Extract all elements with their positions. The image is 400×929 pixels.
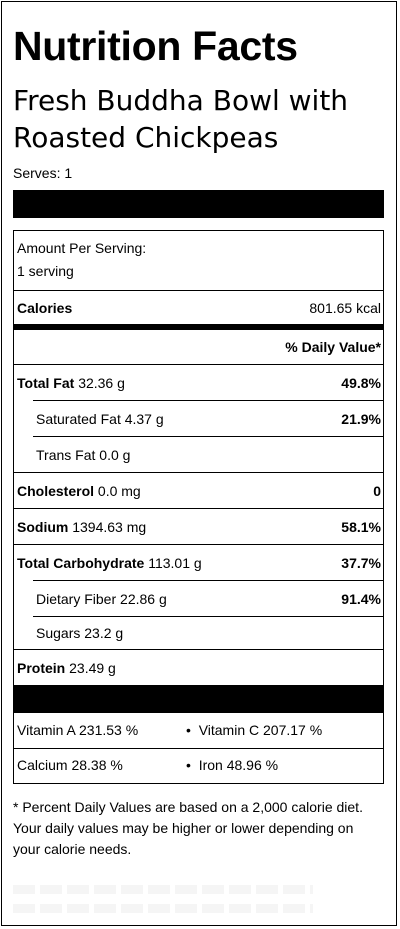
nutrient-row-total-fat: Total Fat 32.36 g 49.8% bbox=[17, 374, 381, 391]
nutrient-row-saturated-fat: Saturated Fat 4.37 g 21.9% bbox=[36, 410, 381, 427]
calories-value: 801.65 kcal bbox=[309, 299, 381, 316]
thick-divider bbox=[14, 324, 383, 330]
bullet-icon: • bbox=[186, 722, 191, 738]
nutrition-facts-table: Amount Per Serving: 1 serving Calories 8… bbox=[13, 230, 384, 784]
nutrient-row-total-carbohydrate: Total Carbohydrate 113.01 g 37.7% bbox=[17, 554, 381, 571]
nutrient-row-sugars: Sugars 23.2 g bbox=[36, 625, 124, 641]
footnote: * Percent Daily Values are based on a 2,… bbox=[13, 799, 363, 857]
divider bbox=[33, 580, 383, 581]
calcium: Calcium 28.38 % bbox=[17, 757, 123, 773]
divider bbox=[33, 400, 383, 401]
divider bbox=[14, 508, 383, 509]
divider bbox=[14, 290, 383, 291]
vitamins-thick-bar bbox=[14, 685, 383, 713]
calories-label: Calories bbox=[17, 299, 73, 316]
divider bbox=[33, 616, 383, 617]
faded-watermark-text bbox=[13, 904, 313, 913]
serving-size: 1 serving bbox=[17, 263, 74, 279]
divider bbox=[14, 364, 383, 365]
serves-count: Serves: 1 bbox=[13, 165, 73, 181]
label-title: Nutrition Facts bbox=[13, 23, 298, 69]
amount-per-serving-label: Amount Per Serving: bbox=[17, 240, 147, 256]
calories-row: Calories 801.65 kcal bbox=[14, 291, 383, 324]
daily-value-header: % Daily Value* bbox=[285, 339, 381, 355]
vitamin-c: • Vitamin C 207.17 % bbox=[186, 722, 323, 738]
divider bbox=[14, 472, 383, 473]
nutrient-row-sodium: Sodium 1394.63 mg 58.1% bbox=[17, 518, 381, 535]
divider bbox=[33, 436, 383, 437]
divider bbox=[14, 544, 383, 545]
recipe-name: Fresh Buddha Bowl with Roasted Chickpeas bbox=[13, 84, 349, 154]
faded-watermark-text bbox=[13, 885, 313, 894]
divider bbox=[14, 649, 383, 650]
top-thick-bar bbox=[13, 190, 384, 218]
bullet-icon: • bbox=[186, 757, 191, 773]
nutrient-row-cholesterol: Cholesterol 0.0 mg 0 bbox=[17, 482, 381, 499]
nutrient-row-dietary-fiber: Dietary Fiber 22.86 g 91.4% bbox=[36, 590, 381, 607]
vitamin-a: Vitamin A 231.53 % bbox=[17, 722, 139, 738]
iron: • Iron 48.96 % bbox=[186, 757, 279, 773]
nutrient-row-protein: Protein 23.49 g bbox=[17, 659, 116, 676]
nutrient-row-trans-fat: Trans Fat 0.0 g bbox=[36, 446, 131, 463]
divider bbox=[14, 748, 383, 749]
